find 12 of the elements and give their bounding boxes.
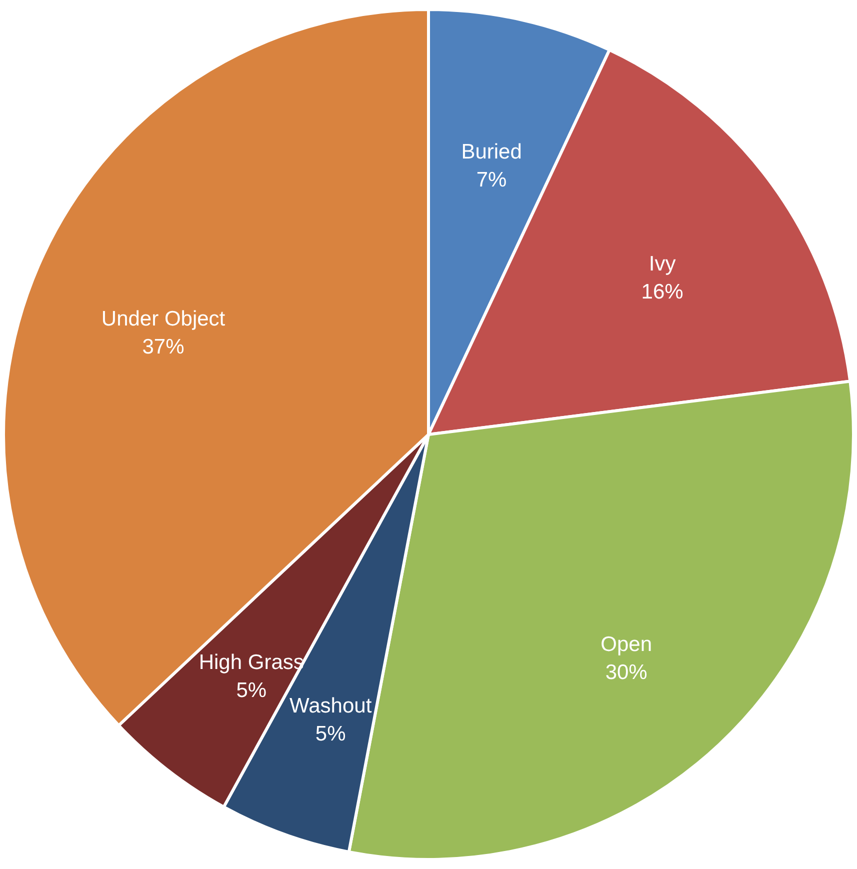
data-label: 7% — [476, 168, 507, 192]
slice-label: Washout — [290, 694, 372, 718]
data-label: 16% — [641, 280, 684, 304]
data-label: 37% — [142, 336, 184, 359]
slice-label: Open — [600, 633, 652, 656]
slice-label: Buried — [461, 140, 522, 164]
slice-label: High Grass — [198, 650, 304, 674]
slice-label: Under Object — [101, 308, 226, 331]
slice-label: Ivy — [648, 252, 676, 276]
data-label: 5% — [315, 722, 346, 746]
data-label: 30% — [605, 661, 648, 684]
data-label: 5% — [236, 678, 267, 702]
